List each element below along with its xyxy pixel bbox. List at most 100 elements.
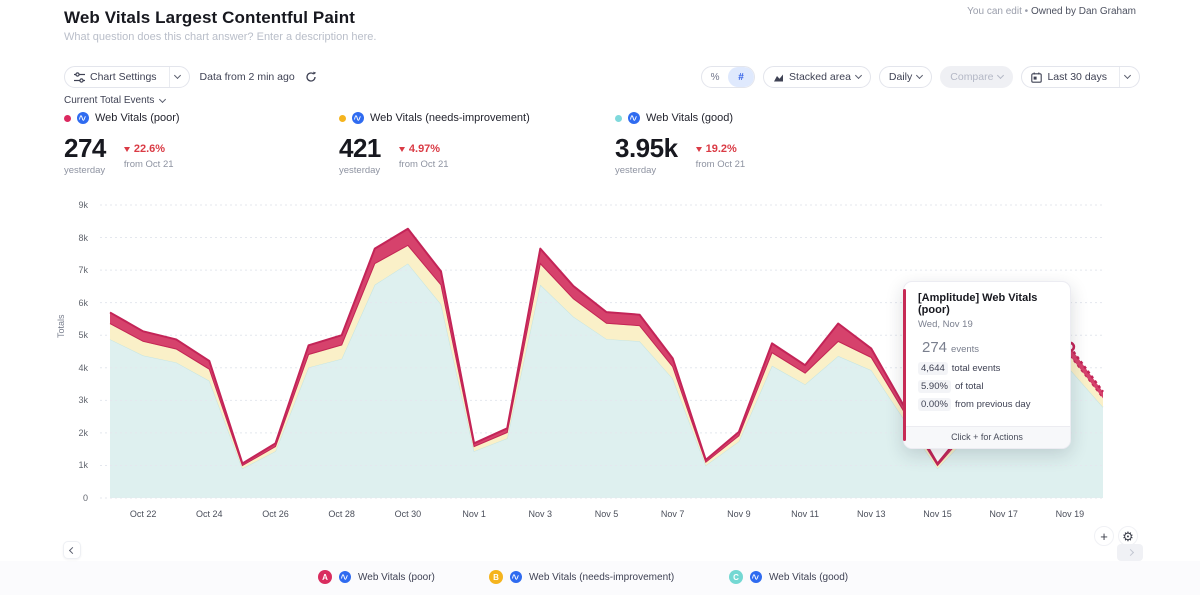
metric-dot-1 (339, 114, 346, 122)
y-tick-label: 2k (78, 427, 88, 438)
calendar-icon (1031, 72, 1043, 83)
metric-selector[interactable]: Current Total Events (64, 95, 167, 106)
x-tick-label: Nov 5 (594, 509, 619, 519)
y-tick-label: 5k (78, 330, 88, 341)
chart-type-dropdown[interactable]: Stacked area (763, 66, 871, 88)
metric-name: Web Vitals (good) (646, 112, 734, 124)
metric-block-needs-improvement: Web Vitals (needs-improvement) 421 yeste… (339, 112, 530, 176)
chart-description-placeholder[interactable]: What question does this chart answer? En… (64, 31, 377, 43)
page-title: Web Vitals Largest Contentful Paint (64, 8, 355, 27)
chevron-down-icon (997, 71, 1005, 80)
x-tick-label: Nov 3 (528, 509, 553, 519)
amplitude-logo-icon (339, 571, 351, 583)
chevron-down-icon (854, 71, 862, 80)
y-tick-label: 4k (78, 362, 88, 373)
chevron-left-icon (68, 546, 76, 554)
poor-bottom-edge-incomplete (1069, 355, 1104, 399)
metric-delta-caption: from Oct 21 (398, 159, 449, 170)
chevron-down-icon[interactable] (173, 71, 181, 80)
y-tick-label: 1k (78, 460, 88, 471)
pan-right-button[interactable] (1117, 544, 1143, 561)
pan-left-button[interactable] (63, 541, 81, 559)
legend-item-poor[interactable]: A Web Vitals (poor) (318, 570, 435, 584)
chart-settings-label: Chart Settings (90, 71, 157, 83)
x-tick-label: Nov 9 (727, 509, 751, 519)
legend-badge-2: C (729, 570, 743, 584)
x-tick-label: Nov 15 (923, 509, 952, 519)
tooltip-row-label: from previous day (954, 399, 1031, 410)
x-tick-label: Nov 13 (857, 509, 886, 519)
area-needs-improvement[interactable] (110, 245, 1103, 469)
compare-dropdown[interactable]: Compare (940, 66, 1014, 88)
owner-separator: • (1024, 6, 1029, 17)
legend-item-needs-improvement[interactable]: B Web Vitals (needs-improvement) (489, 570, 674, 584)
y-tick-label: 8k (78, 232, 88, 243)
compare-label: Compare (950, 71, 994, 83)
arrow-down-icon (695, 146, 702, 152)
stacked-area-icon (774, 74, 784, 81)
amplitude-logo-icon (510, 571, 522, 583)
x-tick-label: Nov 11 (791, 509, 820, 519)
chart-gear-button[interactable]: ⚙ (1118, 526, 1138, 546)
metric-name: Web Vitals (needs-improvement) (370, 112, 530, 124)
series-legend-needs-improvement[interactable]: Web Vitals (needs-improvement) (339, 112, 530, 124)
sliders-icon (74, 71, 85, 83)
metric-delta-caption: from Oct 21 (123, 159, 174, 170)
tooltip-row: 5.90% of total (918, 380, 1058, 393)
owner-label: Owned by Dan Graham (1030, 6, 1136, 17)
series-legend-poor[interactable]: Web Vitals (poor) (64, 112, 180, 124)
metric-value: 3.95k (615, 133, 678, 163)
chevron-down-icon (916, 71, 924, 80)
metric-value-caption: yesterday (64, 165, 106, 176)
divider (168, 67, 170, 87)
refresh-icon[interactable] (305, 71, 317, 83)
date-range-dropdown[interactable]: Last 30 days (1021, 66, 1140, 88)
legend-label: Web Vitals (needs-improvement) (529, 571, 675, 583)
data-freshness-label: Data from 2 min ago (199, 71, 295, 83)
chart-settings-button[interactable]: Chart Settings (64, 66, 190, 88)
tooltip-row: 0.00% from previous day (918, 398, 1058, 411)
percent-toggle[interactable]: % (710, 71, 720, 83)
gear-icon: ⚙ (1122, 528, 1134, 544)
metric-selector-label: Current Total Events (64, 95, 155, 106)
interval-label: Daily (888, 71, 913, 83)
tooltip-title: [Amplitude] Web Vitals (poor) (918, 292, 1038, 316)
metric-value-caption: yesterday (615, 165, 657, 176)
metric-delta: 19.2% (705, 143, 737, 155)
tooltip-row-value: 4,644 (918, 362, 948, 375)
ownership-info: You can edit • Owned by Dan Graham (967, 6, 1136, 17)
x-tick-label: Oct 28 (328, 509, 355, 519)
x-tick-label: Oct 22 (129, 509, 157, 519)
amplitude-logo-icon (77, 112, 89, 124)
x-tick-label: Nov 17 (989, 509, 1018, 519)
series-legend-good[interactable]: Web Vitals (good) (615, 112, 745, 124)
tooltip-row-value: 0.00% (918, 398, 951, 411)
amplitude-logo-icon (628, 112, 640, 124)
amplitude-logo-icon (352, 112, 364, 124)
metric-value: 274 (64, 133, 106, 163)
x-tick-label: Oct 30 (394, 509, 422, 519)
tooltip-row-value: 5.90% (918, 380, 951, 393)
metric-name: Web Vitals (poor) (95, 112, 180, 124)
tooltip-actions-hint: Click + for Actions (904, 426, 1070, 448)
amplitude-logo-icon (750, 571, 762, 583)
tooltip-series-accent (903, 289, 906, 441)
metric-block-poor: Web Vitals (poor) 274 yesterday 22.6% fr… (64, 112, 180, 176)
divider (1119, 67, 1120, 87)
toolbar-left: Chart Settings Data from 2 min ago (64, 66, 317, 88)
value-format-toggle: % # (701, 66, 756, 88)
legend-item-good[interactable]: C Web Vitals (good) (729, 570, 848, 584)
tooltip-row-label: total events (951, 363, 1001, 374)
chevron-right-icon (1126, 548, 1134, 557)
x-tick-label: Oct 26 (262, 509, 289, 519)
interval-dropdown[interactable]: Daily (878, 66, 933, 88)
add-annotation-button[interactable]: + (1094, 526, 1114, 546)
legend-badge-0: A (318, 570, 332, 584)
chevron-down-icon[interactable] (1123, 71, 1132, 80)
metric-value-caption: yesterday (339, 165, 381, 176)
metric-delta: 22.6% (133, 143, 166, 155)
tooltip-value: 274 (922, 339, 948, 356)
y-tick-label: 0 (82, 493, 88, 504)
permission-label: You can edit (967, 6, 1022, 17)
number-toggle[interactable]: # (728, 67, 755, 87)
